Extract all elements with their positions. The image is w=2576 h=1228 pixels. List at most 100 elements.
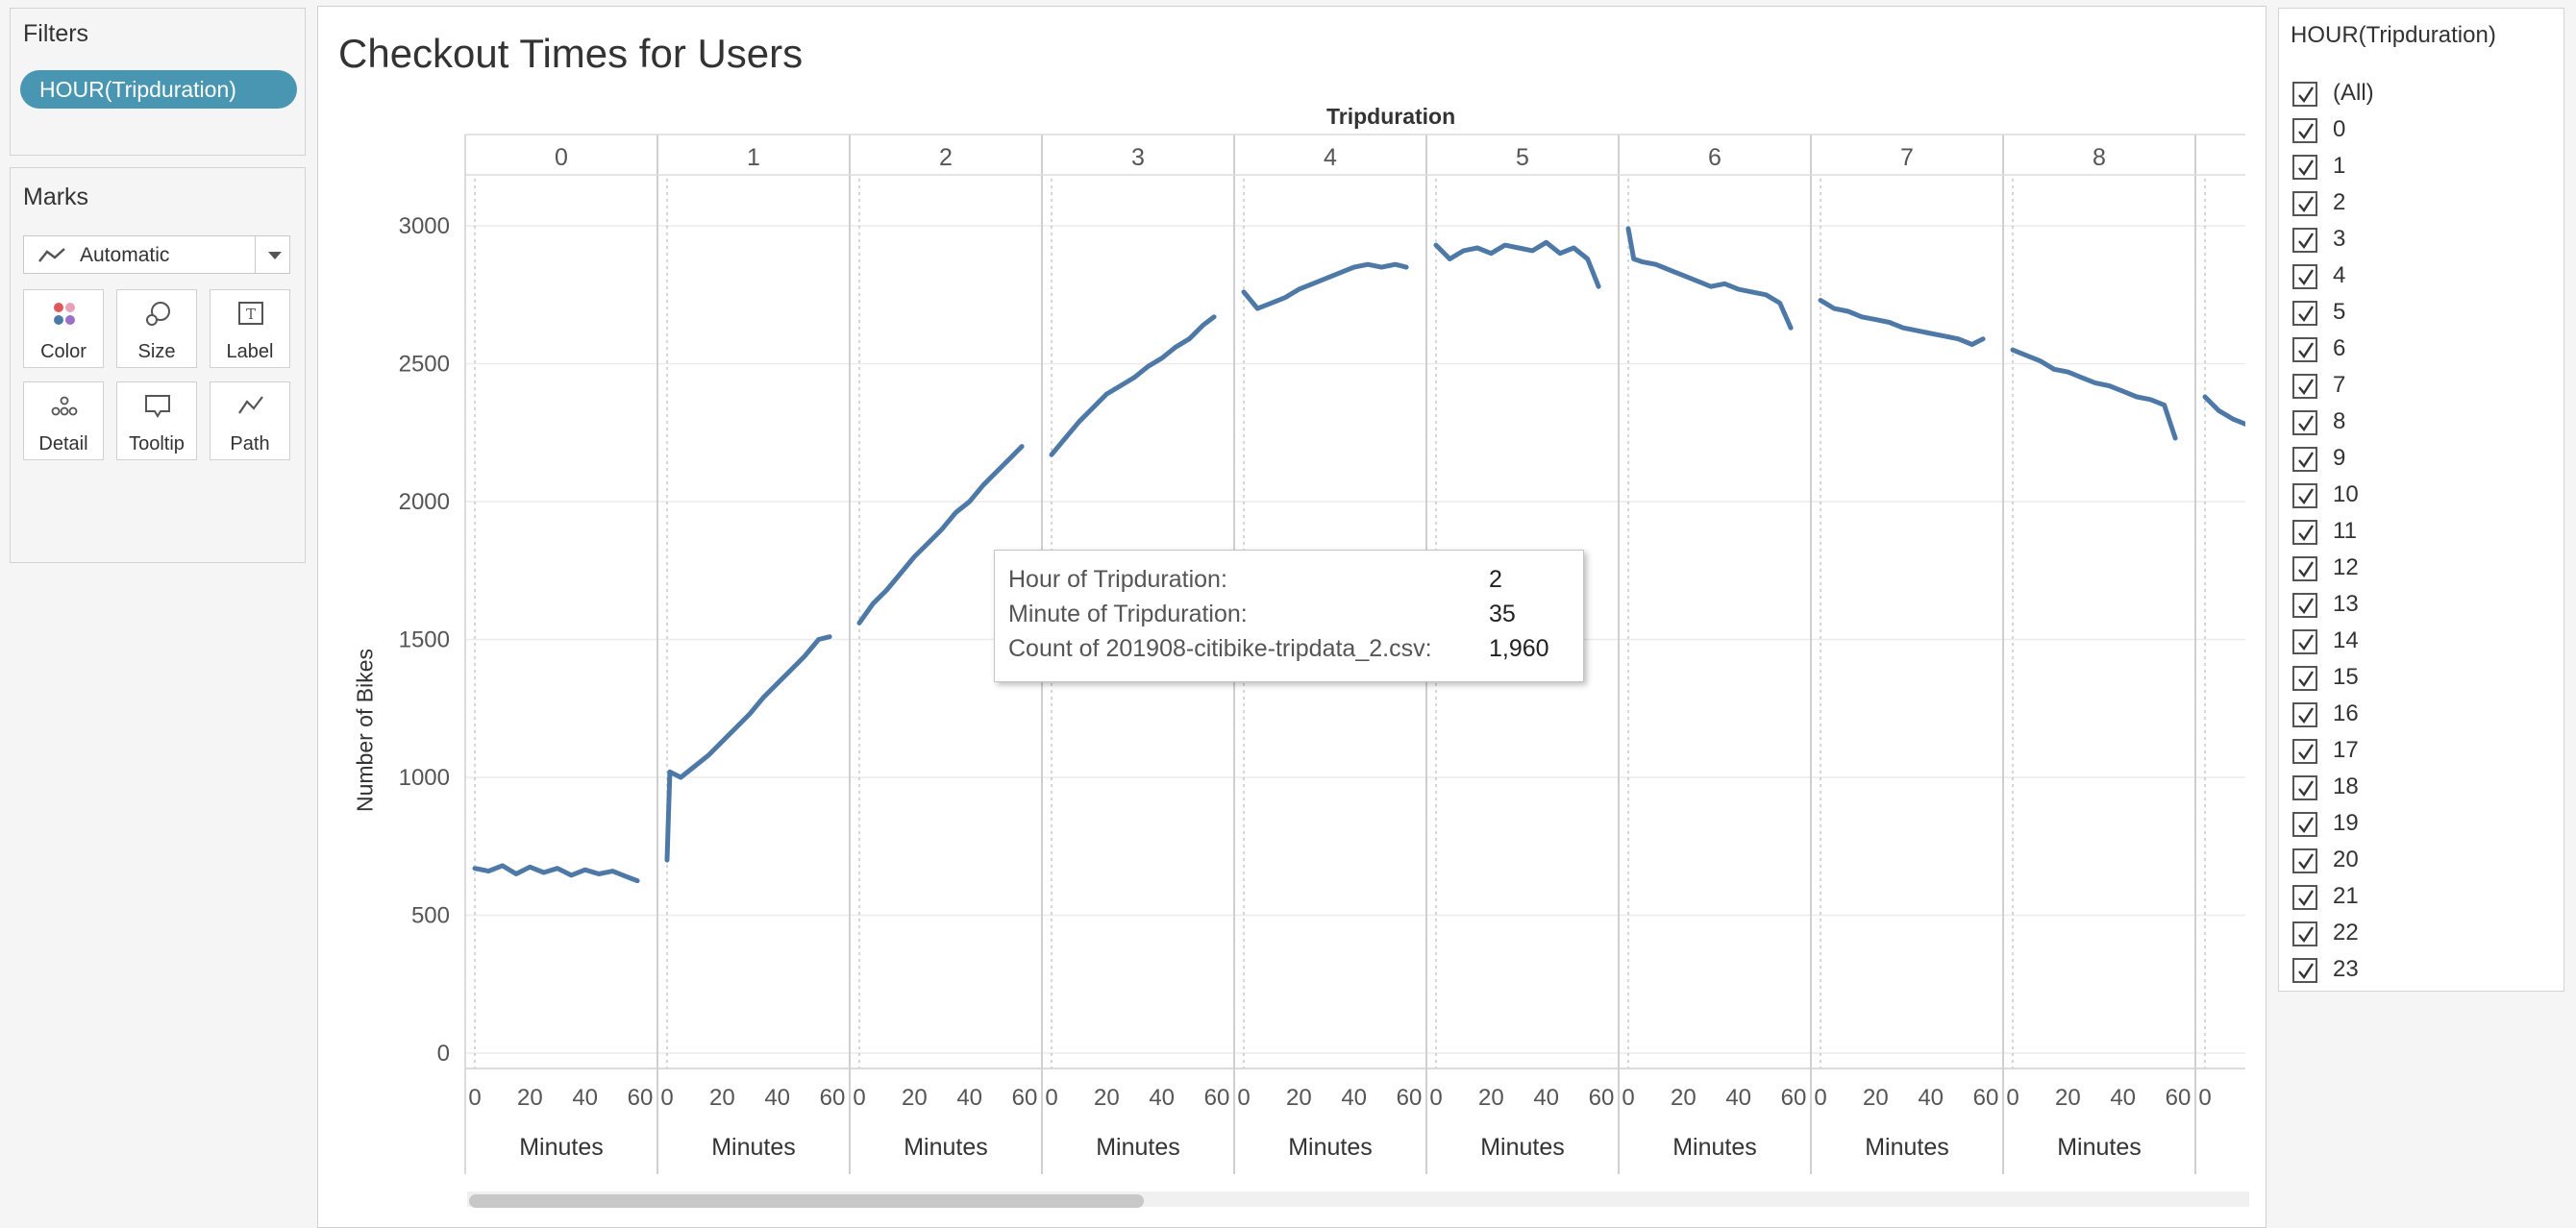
size-icon bbox=[146, 302, 170, 326]
checkbox[interactable] bbox=[2292, 812, 2317, 837]
series-line-hour-8[interactable] bbox=[2010, 347, 2178, 441]
x-tick-label: 60 bbox=[2166, 1085, 2192, 1111]
checkbox[interactable] bbox=[2292, 483, 2317, 508]
checkbox[interactable] bbox=[2292, 629, 2317, 654]
checkbox[interactable] bbox=[2292, 885, 2317, 910]
x-tick-label: 60 bbox=[1397, 1085, 1423, 1111]
checkbox[interactable] bbox=[2292, 191, 2317, 216]
x-tick-label: 40 bbox=[1918, 1085, 1944, 1111]
color-button[interactable]: Color bbox=[23, 289, 104, 368]
checkmark-icon bbox=[2298, 598, 2315, 615]
hour-filter-item-label: 1 bbox=[2333, 153, 2346, 179]
x-axis-label: Minutes bbox=[1096, 1134, 1180, 1161]
x-tick-label: 0 bbox=[660, 1085, 673, 1111]
checkmark-icon bbox=[2298, 233, 2315, 250]
x-tick-label: 0 bbox=[1045, 1085, 1057, 1111]
x-tick-label: 20 bbox=[1863, 1085, 1889, 1111]
detail-button[interactable]: Detail bbox=[23, 381, 104, 460]
x-tick-label: 60 bbox=[1204, 1085, 1230, 1111]
panel-header-label: 3 bbox=[1131, 144, 1145, 171]
color-icon bbox=[54, 303, 75, 325]
checkbox[interactable] bbox=[2292, 155, 2317, 180]
tooltip-hour-label: Hour of Tripduration: bbox=[1008, 566, 1227, 593]
hour-filter-item-label: 14 bbox=[2333, 627, 2359, 653]
series-line-hour-2[interactable] bbox=[856, 444, 1025, 626]
hour-filter-item-label: (All) bbox=[2333, 80, 2374, 106]
checkbox[interactable] bbox=[2292, 374, 2317, 399]
hour-filter-item-label: 6 bbox=[2333, 335, 2346, 361]
x-axis-label: Minutes bbox=[2057, 1134, 2142, 1161]
y-tick-label: 0 bbox=[437, 1041, 450, 1067]
checkbox[interactable] bbox=[2292, 264, 2317, 289]
x-tick-label: 40 bbox=[572, 1085, 598, 1111]
label-button-label: Label bbox=[226, 341, 274, 362]
x-tick-label: 20 bbox=[902, 1085, 928, 1111]
checkbox[interactable] bbox=[2292, 410, 2317, 435]
hour-filter-item-label: 13 bbox=[2333, 591, 2359, 617]
marks-card: Marks Automatic Color Size T Label bbox=[10, 167, 306, 563]
hour-filter-item-label: 4 bbox=[2333, 262, 2346, 288]
label-button[interactable]: T Label bbox=[210, 289, 290, 368]
svg-text:T: T bbox=[246, 306, 256, 323]
size-button[interactable]: Size bbox=[116, 289, 197, 368]
y-tick-label: 2500 bbox=[399, 352, 450, 378]
checkbox[interactable] bbox=[2292, 447, 2317, 472]
checkbox[interactable] bbox=[2292, 775, 2317, 800]
checkbox[interactable] bbox=[2292, 921, 2317, 946]
panel-header-label: 2 bbox=[939, 144, 953, 171]
series-line-hour-4[interactable] bbox=[1241, 261, 1409, 311]
x-tick-label: 20 bbox=[1671, 1085, 1697, 1111]
checkbox[interactable] bbox=[2292, 958, 2317, 983]
tooltip-button[interactable]: Tooltip bbox=[116, 381, 197, 460]
checkmark-icon bbox=[2298, 707, 2315, 725]
panel-header-label: 7 bbox=[1900, 144, 1914, 171]
checkbox[interactable] bbox=[2292, 337, 2317, 362]
series-line-hour-7[interactable] bbox=[1818, 298, 1986, 347]
checkbox[interactable] bbox=[2292, 702, 2317, 727]
filter-pill-hour-tripduration[interactable]: HOUR(Tripduration) bbox=[20, 70, 297, 109]
tooltip-hour-value: 2 bbox=[1489, 566, 1502, 593]
detail-icon bbox=[51, 396, 78, 416]
checkbox[interactable] bbox=[2292, 556, 2317, 581]
chevron-down-icon[interactable] bbox=[255, 236, 291, 273]
tooltip-icon bbox=[145, 395, 170, 418]
panel-header-label: 8 bbox=[2093, 144, 2106, 171]
x-tick-label: 40 bbox=[1341, 1085, 1367, 1111]
path-button[interactable]: Path bbox=[210, 381, 290, 460]
scrollbar-thumb[interactable] bbox=[469, 1194, 1144, 1208]
chart-title: Checkout Times for Users bbox=[338, 31, 804, 76]
mark-type-dropdown[interactable]: Automatic bbox=[23, 235, 290, 274]
checkbox[interactable] bbox=[2292, 739, 2317, 764]
checkbox[interactable] bbox=[2292, 301, 2317, 326]
panel-header-label: 1 bbox=[747, 144, 760, 171]
checkbox[interactable] bbox=[2292, 118, 2317, 143]
series-line-hour-1[interactable] bbox=[664, 634, 832, 863]
checkbox[interactable] bbox=[2292, 593, 2317, 618]
hour-filter-item-label: 22 bbox=[2333, 920, 2359, 946]
series-line-hour-0[interactable] bbox=[472, 863, 640, 884]
series-line-hour-5[interactable] bbox=[1433, 239, 1601, 289]
checkbox[interactable] bbox=[2292, 666, 2317, 691]
checkbox[interactable] bbox=[2292, 228, 2317, 253]
series-line-hour-6[interactable] bbox=[1625, 226, 1794, 331]
series-line-hour-3[interactable] bbox=[1049, 314, 1217, 457]
checkbox[interactable] bbox=[2292, 520, 2317, 545]
checkmark-icon bbox=[2298, 86, 2315, 104]
detail-button-label: Detail bbox=[38, 433, 88, 454]
x-tick-label: 60 bbox=[1589, 1085, 1615, 1111]
checkmark-icon bbox=[2298, 561, 2315, 578]
x-tick-label: 40 bbox=[956, 1085, 982, 1111]
checkbox[interactable] bbox=[2292, 82, 2317, 107]
checkmark-icon bbox=[2298, 452, 2315, 469]
x-tick-label: 0 bbox=[1814, 1085, 1826, 1111]
x-axis-label: Minutes bbox=[711, 1134, 796, 1161]
series-line-hour-9[interactable] bbox=[2202, 394, 2249, 427]
checkbox[interactable] bbox=[2292, 848, 2317, 873]
checkmark-icon bbox=[2298, 306, 2315, 323]
hour-filter-item-label: 2 bbox=[2333, 189, 2346, 215]
x-tick-label: 20 bbox=[2247, 1085, 2249, 1111]
hour-filter-item-label: 18 bbox=[2333, 774, 2359, 799]
checkmark-icon bbox=[2298, 379, 2315, 396]
filters-shelf: Filters HOUR(Tripduration) bbox=[10, 8, 306, 156]
